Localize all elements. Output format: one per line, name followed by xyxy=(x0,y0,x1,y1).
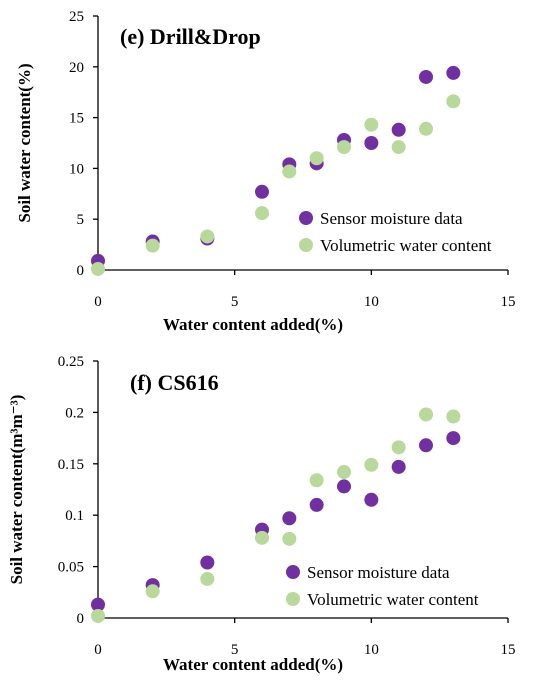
chart-title: (f) CS616 xyxy=(130,370,219,395)
chart-panel-1: 0 5 10 15 20 25 0 5 10 15 (e) Drill&Drop Water cont… xyxy=(15,9,516,334)
y-tick-label: 0.2 xyxy=(65,405,84,421)
data-point xyxy=(309,497,324,512)
data-point xyxy=(419,407,433,422)
data-point xyxy=(364,117,379,132)
data-point xyxy=(255,184,269,199)
series-2 xyxy=(91,407,461,623)
data-point xyxy=(364,136,379,150)
y-tick-label: 25 xyxy=(69,9,84,25)
y-tick-label: 0 xyxy=(77,611,85,627)
data-point xyxy=(337,465,351,480)
data-point xyxy=(91,261,105,276)
legend-label: Sensor moisture data xyxy=(307,563,450,582)
data-point xyxy=(391,459,406,474)
data-point xyxy=(337,479,351,494)
data-point xyxy=(91,597,105,612)
x-tick-label: 5 xyxy=(231,294,239,310)
data-point xyxy=(446,409,461,424)
data-point xyxy=(309,473,324,488)
y-tick-label: 10 xyxy=(69,161,84,177)
data-point xyxy=(282,164,297,179)
y-axis-label: Soil water content(%) xyxy=(15,63,34,222)
legend-marker xyxy=(299,238,313,252)
x-tick-label: 15 xyxy=(501,642,516,658)
y-tick-label: 0.25 xyxy=(58,354,84,370)
data-point xyxy=(391,440,406,455)
data-point xyxy=(282,511,297,526)
data-point xyxy=(145,238,160,253)
y-axis-label: Soil water content(m³m⁻³) xyxy=(7,395,26,585)
legend-marker xyxy=(286,565,300,579)
data-point xyxy=(391,122,406,137)
data-point xyxy=(337,140,351,155)
x-tick-label: 0 xyxy=(94,294,102,310)
legend-label: Volumetric water content xyxy=(320,236,492,255)
x-axis-label: Water content added(%) xyxy=(163,655,343,674)
x-tick-label: 15 xyxy=(501,294,516,310)
series-1 xyxy=(91,431,461,612)
legend-label: Volumetric water content xyxy=(307,590,479,609)
y-tick-label: 0 xyxy=(77,263,85,279)
data-point xyxy=(200,229,215,244)
data-point xyxy=(446,431,461,446)
y-tick-label: 0.15 xyxy=(58,457,84,473)
y-tick-label: 20 xyxy=(69,60,84,76)
data-point xyxy=(364,492,379,507)
y-tick-label: 5 xyxy=(77,212,85,228)
legend-marker xyxy=(286,592,300,606)
x-tick-label: 0 xyxy=(94,642,102,658)
data-point xyxy=(200,555,215,570)
legend-marker xyxy=(299,211,313,225)
x-axis-label: Water content added(%) xyxy=(163,315,343,334)
series-2 xyxy=(91,94,461,276)
data-point xyxy=(419,438,433,453)
y-tick-label: 0.05 xyxy=(58,560,84,576)
x-tick-label: 10 xyxy=(364,294,379,310)
data-point xyxy=(391,140,406,155)
chart-panel-2: 0 0.05 0.1 0.15 0.2 0.25 0 5 10 15 (f) CS616 Water … xyxy=(7,354,516,674)
data-point xyxy=(364,457,379,472)
data-point xyxy=(145,584,160,599)
x-tick-label: 5 xyxy=(231,642,239,658)
data-point xyxy=(419,69,433,84)
legend: Sensor moisture data Volumetric water con… xyxy=(299,209,492,255)
y-tick-label: 0.1 xyxy=(65,508,84,524)
legend: Sensor moisture data Volumetric water con… xyxy=(286,563,479,609)
data-point xyxy=(309,151,324,166)
data-point xyxy=(200,571,215,586)
data-point xyxy=(282,531,297,546)
data-point xyxy=(419,121,433,136)
data-point xyxy=(446,65,461,80)
data-point xyxy=(446,94,461,109)
y-tick-label: 15 xyxy=(69,111,84,127)
data-point xyxy=(255,206,269,221)
x-tick-label: 10 xyxy=(364,642,379,658)
chart-title: (e) Drill&Drop xyxy=(120,24,261,49)
legend-label: Sensor moisture data xyxy=(320,209,463,228)
data-point xyxy=(255,530,269,545)
data-point xyxy=(91,608,105,623)
